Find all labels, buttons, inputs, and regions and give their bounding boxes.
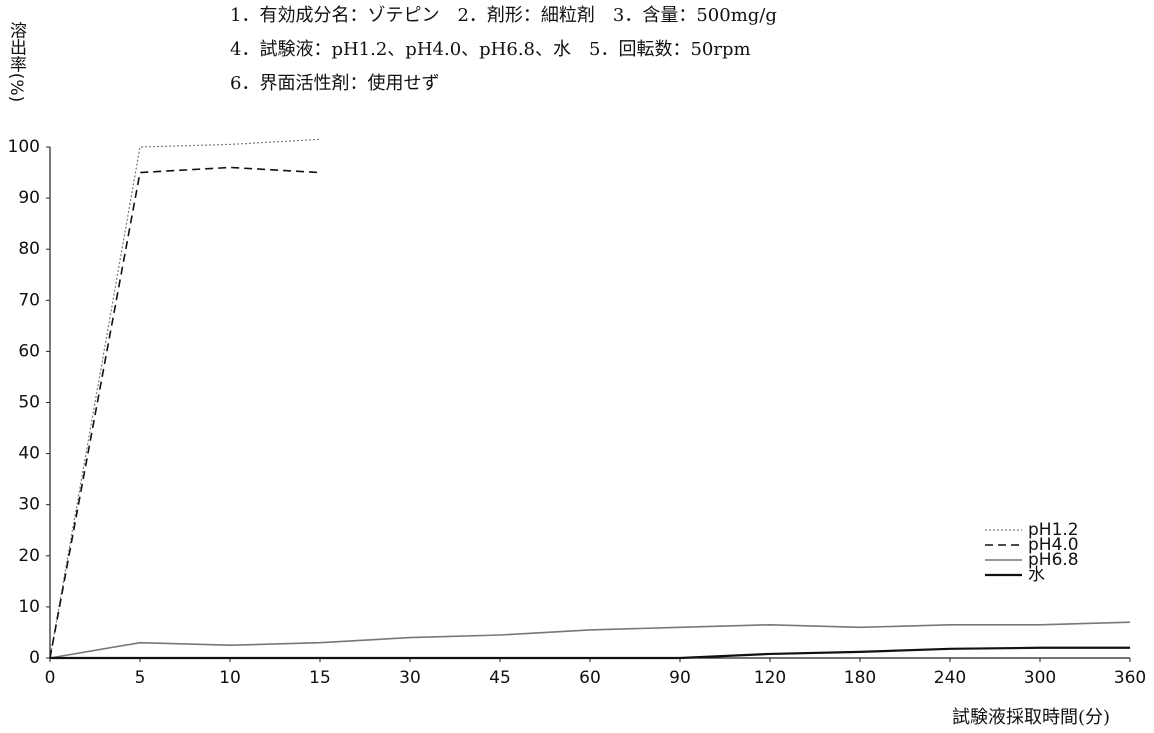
legend-label: 水 <box>1028 565 1045 585</box>
y-tick-label: 80 <box>18 239 40 259</box>
y-tick-label: 100 <box>8 137 40 157</box>
y-tick-label: 10 <box>18 597 40 617</box>
legend-label: pH6.8 <box>1028 550 1079 570</box>
x-tick-label: 15 <box>309 668 331 688</box>
y-tick-label: 20 <box>18 546 40 566</box>
chart-title: 1．有効成分名：ゾテピン 2．剤形：細粒剤 3．含量：500mg/g <box>230 5 777 26</box>
legend-label: pH1.2 <box>1028 520 1079 540</box>
y-tick-label: 40 <box>18 444 40 464</box>
x-tick-label: 90 <box>669 668 691 688</box>
legend-label: pH4.0 <box>1028 535 1079 555</box>
y-tick-label: 30 <box>18 495 40 515</box>
x-tick-label: 180 <box>844 668 876 688</box>
x-tick-label: 30 <box>399 668 421 688</box>
x-tick-label: 10 <box>219 668 241 688</box>
y-tick-label: 70 <box>18 290 40 310</box>
x-tick-label: 60 <box>579 668 601 688</box>
y-axis-label: 溶出率(%) <box>6 22 27 102</box>
x-tick-label: 240 <box>934 668 966 688</box>
x-tick-label: 360 <box>1114 668 1146 688</box>
series-line <box>49 621 1131 659</box>
series-line <box>49 138 321 659</box>
chart-title: 6．界面活性剤：使用せず <box>230 73 439 94</box>
series-line <box>49 166 321 659</box>
x-tick-label: 0 <box>45 668 56 688</box>
chart-title: 4．試験液：pH1.2、pH4.0、pH6.8、水 5．回転数：50rpm <box>230 39 751 60</box>
y-tick-label: 90 <box>18 188 40 208</box>
x-tick-label: 120 <box>754 668 786 688</box>
series-line <box>50 646 1130 660</box>
y-tick-label: 0 <box>29 648 40 668</box>
y-tick-label: 60 <box>18 341 40 361</box>
x-tick-label: 300 <box>1024 668 1056 688</box>
y-tick-label: 50 <box>18 393 40 413</box>
x-tick-label: 45 <box>489 668 511 688</box>
x-tick-label: 5 <box>135 668 146 688</box>
x-axis-label: 試験液採取時間(分) <box>952 707 1110 728</box>
